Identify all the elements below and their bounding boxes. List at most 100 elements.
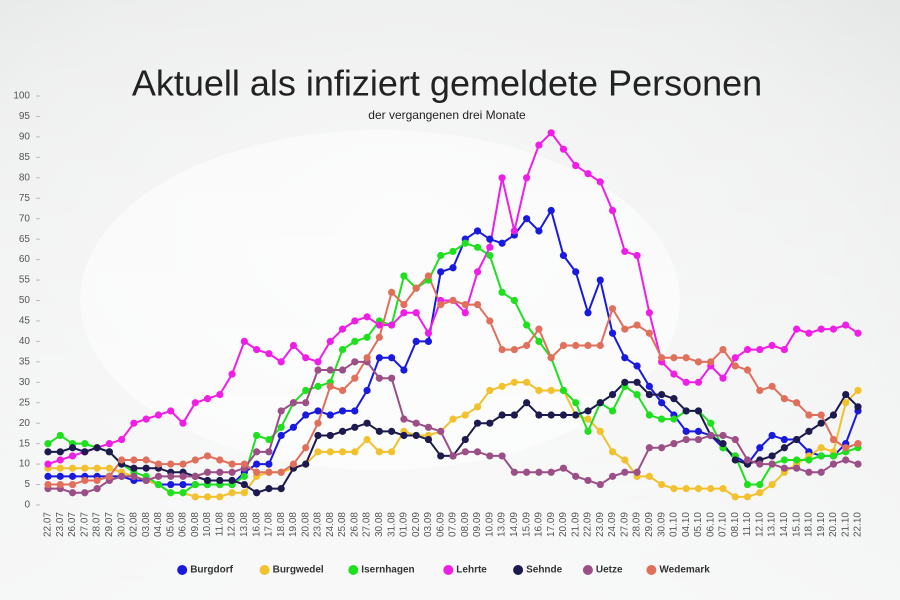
- data-point: [265, 460, 273, 468]
- data-point: [191, 456, 199, 464]
- data-point: [302, 460, 310, 468]
- data-point: [56, 456, 64, 464]
- data-point: [203, 493, 212, 501]
- data-point: [731, 493, 739, 501]
- data-point: [694, 485, 703, 493]
- data-point: [498, 411, 506, 419]
- data-point: [191, 399, 199, 407]
- data-point: [424, 337, 433, 345]
- data-point: [793, 435, 801, 444]
- data-point: [412, 419, 420, 427]
- data-point: [461, 239, 469, 247]
- data-point: [498, 345, 506, 354]
- data-point: [363, 386, 371, 395]
- data-point: [498, 174, 506, 182]
- data-point: [854, 403, 862, 411]
- data-point: [338, 448, 347, 456]
- data-point: [93, 464, 101, 472]
- x-tick-label: 17.08: [264, 512, 275, 537]
- x-tick-label: 22.07: [43, 512, 54, 537]
- y-tick-label: 15: [19, 438, 31, 449]
- data-point: [535, 411, 543, 419]
- data-point: [461, 309, 469, 317]
- x-tick-label: 10.08: [202, 512, 213, 537]
- data-point: [375, 427, 383, 435]
- data-point: [302, 411, 310, 419]
- data-point: [375, 448, 383, 456]
- x-tick-label: 23.08: [313, 512, 324, 537]
- data-point: [473, 403, 482, 411]
- x-tick-label: 04.10: [681, 512, 692, 537]
- data-point: [314, 382, 322, 390]
- data-point: [572, 341, 580, 350]
- data-point: [793, 399, 801, 407]
- legend-marker: [646, 565, 657, 575]
- data-point: [817, 411, 825, 419]
- x-tick-label: 07.10: [718, 512, 729, 537]
- data-point: [535, 386, 543, 395]
- data-point: [412, 337, 420, 345]
- data-point: [437, 300, 445, 309]
- x-tick-label: 24.09: [607, 512, 618, 537]
- data-point: [154, 472, 163, 480]
- data-point: [363, 333, 371, 341]
- data-point: [584, 341, 592, 350]
- data-point: [694, 427, 703, 435]
- data-point: [240, 480, 248, 489]
- data-point: [154, 460, 163, 468]
- data-point: [731, 456, 739, 464]
- data-point: [191, 472, 199, 480]
- data-point: [105, 472, 113, 480]
- y-tick-label: 0: [24, 500, 30, 511]
- data-point: [179, 489, 187, 497]
- data-point: [461, 411, 469, 419]
- data-point: [707, 419, 715, 427]
- x-tick-label: 03.09: [423, 512, 434, 537]
- data-point: [228, 370, 236, 378]
- data-point: [388, 288, 396, 296]
- x-tick-label: 20.10: [828, 512, 839, 537]
- data-point: [56, 431, 64, 440]
- data-point: [351, 448, 359, 456]
- y-tick-label: 45: [19, 316, 31, 327]
- data-point: [375, 374, 383, 382]
- data-point: [314, 366, 322, 374]
- x-tick-label: 03.08: [141, 512, 152, 537]
- data-point: [817, 444, 825, 452]
- data-point: [498, 239, 506, 247]
- data-point: [56, 464, 64, 472]
- data-point: [854, 329, 862, 337]
- x-tick-label: 10.09: [484, 512, 495, 537]
- data-point: [817, 452, 825, 460]
- legend-marker: [443, 565, 454, 575]
- x-tick-label: 29.09: [644, 512, 655, 537]
- x-tick-label: 13.10: [767, 512, 778, 537]
- data-point: [854, 386, 862, 395]
- data-point: [645, 382, 653, 390]
- data-point: [621, 456, 629, 464]
- data-point: [780, 456, 788, 464]
- x-tick-label: 21.10: [840, 512, 851, 537]
- data-point: [559, 464, 568, 472]
- data-point: [768, 341, 776, 350]
- data-point: [658, 354, 666, 362]
- data-point: [228, 489, 236, 497]
- data-point: [240, 489, 248, 497]
- data-point: [559, 251, 568, 260]
- data-point: [768, 382, 776, 390]
- x-tick-label: 24.08: [325, 512, 336, 537]
- data-point: [338, 366, 347, 374]
- data-point: [682, 354, 690, 362]
- data-point: [523, 174, 531, 182]
- y-tick-label: 65: [19, 234, 31, 245]
- data-point: [265, 485, 273, 493]
- x-tick-label: 15.09: [521, 512, 532, 537]
- data-point: [682, 485, 690, 493]
- x-tick-label: 12.10: [754, 512, 765, 537]
- x-tick-label: 18.10: [804, 512, 815, 537]
- data-point: [645, 390, 653, 399]
- data-point: [424, 423, 433, 431]
- data-point: [486, 419, 494, 427]
- data-point: [694, 435, 703, 444]
- data-point: [130, 419, 138, 427]
